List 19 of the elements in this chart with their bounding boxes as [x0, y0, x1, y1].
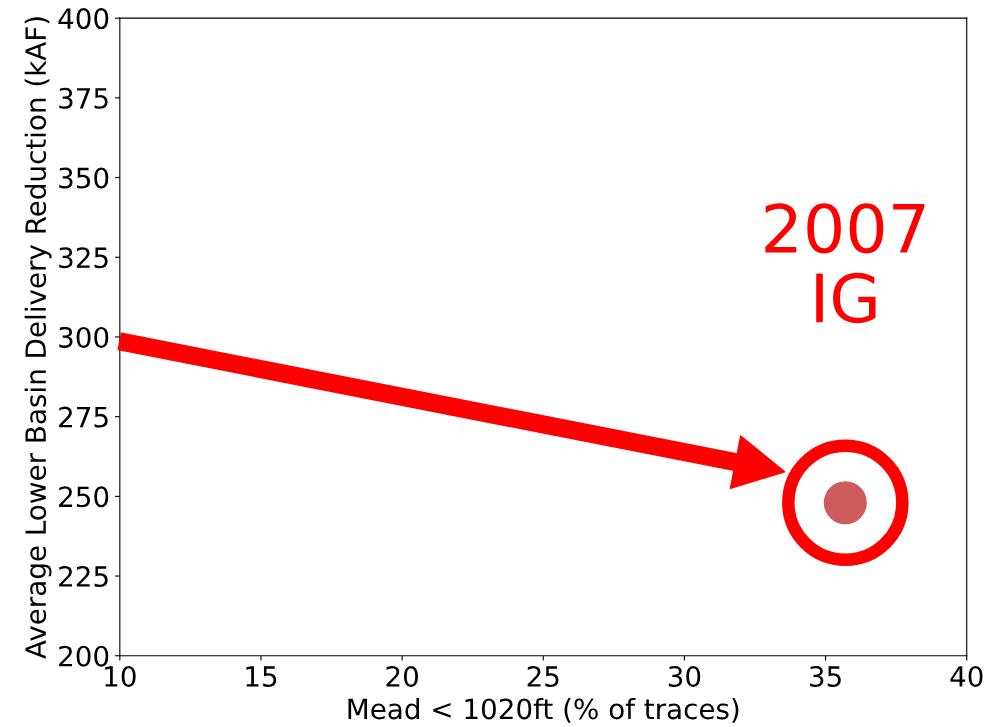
x-tick-label: 40 — [950, 665, 983, 687]
annotation: 2007 IG — [765, 203, 925, 324]
x-tick-label: 35 — [810, 665, 841, 687]
x-tick-label: 20 — [386, 665, 418, 687]
y-tick-label: 375 — [59, 87, 108, 109]
x-axis-title: Mead < 1020ft (% of traces) — [348, 697, 739, 723]
y-tick-label: 275 — [59, 406, 108, 428]
y-tick-label: 200 — [59, 645, 109, 667]
y-tick-label: 250 — [59, 486, 109, 508]
x-tick-label: 15 — [246, 666, 277, 687]
y-tick-label: 225 — [59, 565, 108, 587]
x-tick-label: 25 — [527, 665, 559, 687]
x-tick-label: 10 — [105, 665, 136, 687]
y-tick-label: 400 — [58, 8, 109, 30]
y-tick-label: 325 — [59, 247, 108, 269]
x-tick-label: 30 — [668, 665, 701, 687]
y-axis-title: Average Lower Basin Delivery Reduction (kAF) — [24, 17, 52, 659]
y-tick-label: 300 — [59, 326, 109, 348]
y-tick-label: 350 — [59, 167, 109, 189]
